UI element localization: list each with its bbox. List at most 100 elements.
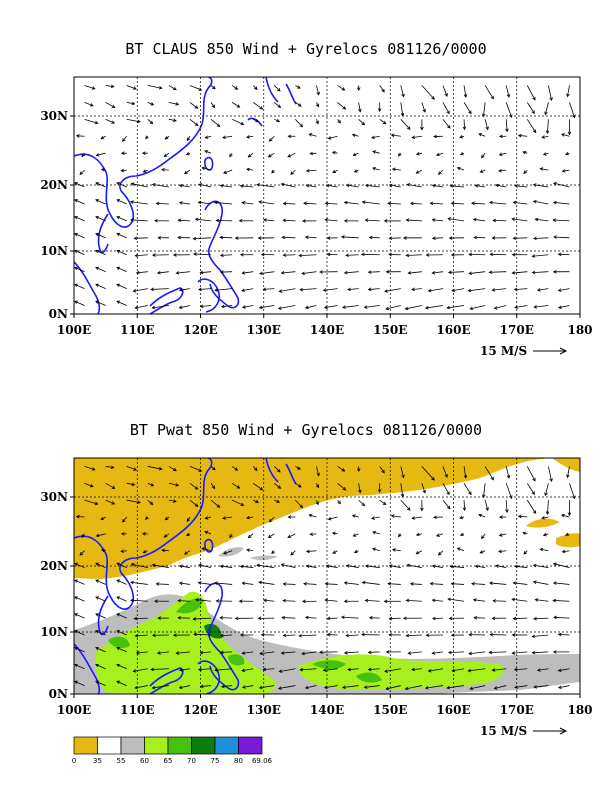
wind-vector	[436, 152, 444, 156]
wind-vector-head	[74, 199, 78, 203]
wind-vector	[116, 613, 127, 619]
wind-vector	[241, 668, 254, 672]
wind-vector-head	[111, 485, 116, 489]
wind-vector-head	[377, 108, 382, 112]
bottom-coastlines	[74, 458, 297, 694]
wind-vector	[105, 466, 114, 469]
wind-vector	[468, 288, 486, 292]
wind-vector	[328, 516, 338, 520]
wind-vector	[389, 237, 401, 239]
wind-vector	[535, 218, 549, 222]
wind-vector-head	[305, 168, 310, 173]
wind-vector	[505, 119, 508, 132]
wind-vector-head	[150, 287, 154, 292]
wind-vector-head	[407, 651, 412, 655]
wind-vector	[278, 685, 296, 689]
wind-vector-head	[216, 123, 221, 127]
wind-vector	[514, 185, 528, 188]
wind-vector-head	[222, 135, 226, 140]
wind-vector	[489, 271, 507, 273]
wind-vector	[513, 237, 528, 239]
wind-vector-head	[204, 135, 209, 139]
wind-vector-head	[481, 535, 485, 540]
wind-vector	[558, 634, 570, 636]
wind-vector	[178, 600, 190, 602]
wind-vector-head	[110, 84, 115, 89]
wind-vector	[493, 219, 507, 222]
wind-vector	[475, 565, 486, 568]
wind-vector-head	[74, 300, 78, 304]
wind-vector-head	[509, 495, 513, 500]
wind-vector-head	[178, 305, 183, 310]
wind-vector	[332, 550, 338, 554]
wind-vector	[547, 466, 552, 482]
wind-vector-head	[95, 646, 99, 651]
wind-vector-head	[246, 135, 250, 139]
wind-vector	[189, 119, 199, 126]
wind-vector-head	[141, 532, 146, 536]
wind-vector-head	[132, 669, 137, 673]
wind-vector-head	[523, 170, 527, 174]
wind-vector-head	[258, 685, 263, 690]
wind-vector-head	[447, 217, 452, 221]
wind-vector-head	[315, 484, 320, 489]
y-tick-label: 20N	[40, 559, 68, 573]
wind-vector-head	[342, 305, 346, 309]
wind-vector-head	[544, 111, 548, 116]
wind-vector	[362, 581, 380, 585]
wind-vector-head	[130, 598, 134, 603]
wind-vector-head	[290, 551, 294, 556]
wind-vector-head	[512, 200, 517, 205]
wind-vector	[95, 647, 106, 653]
wind-vector-head	[492, 218, 497, 223]
wind-vector-head	[91, 86, 96, 90]
wind-vector-head	[557, 632, 562, 637]
wind-vector	[96, 152, 106, 156]
wind-vector	[406, 219, 422, 222]
wind-vector	[337, 466, 345, 472]
wind-vector	[242, 685, 254, 688]
wind-vector-head	[241, 668, 245, 673]
wind-vector-head	[514, 305, 518, 309]
wind-vector	[305, 236, 317, 239]
wind-vector	[469, 685, 486, 690]
wind-vector-head	[253, 467, 258, 471]
wind-vector	[136, 271, 148, 274]
wind-vector	[518, 515, 528, 518]
wind-vector-head	[324, 218, 329, 222]
wind-vector	[305, 616, 317, 619]
wind-vector-head	[567, 512, 572, 517]
wind-vector-head	[327, 136, 332, 140]
wind-vector-head	[499, 134, 503, 139]
wind-vector-head	[297, 484, 302, 488]
wind-vector	[96, 533, 106, 537]
wind-vector-head	[481, 154, 485, 159]
wind-vector-head	[74, 249, 78, 254]
wind-vector-head	[431, 477, 435, 481]
y-tick-label: 10N	[40, 625, 68, 639]
wind-vector-head	[95, 182, 99, 186]
wind-vector	[295, 85, 301, 89]
wind-vector	[205, 135, 212, 139]
wind-vector	[469, 651, 486, 655]
wind-vector	[130, 581, 148, 585]
wind-vector-head	[401, 474, 405, 479]
wind-vector	[253, 499, 259, 503]
wind-vector-head	[479, 550, 484, 554]
wind-vector-head	[388, 236, 393, 241]
wind-vector-head	[239, 564, 244, 569]
wind-vector	[222, 135, 233, 138]
wind-vector-head	[302, 599, 306, 604]
wind-vector	[498, 169, 507, 172]
wind-vector-head	[240, 252, 244, 257]
wind-vector-head	[240, 633, 244, 637]
wind-vector-head	[522, 531, 527, 536]
wind-vector-head	[512, 581, 517, 585]
wind-vector	[438, 550, 444, 556]
wind-vector-head	[134, 305, 139, 310]
wind-vector-head	[277, 468, 281, 473]
wind-vector-head	[541, 516, 546, 520]
wind-vector	[448, 651, 465, 654]
wind-vector	[269, 516, 275, 523]
wind-vector-head	[134, 253, 139, 258]
